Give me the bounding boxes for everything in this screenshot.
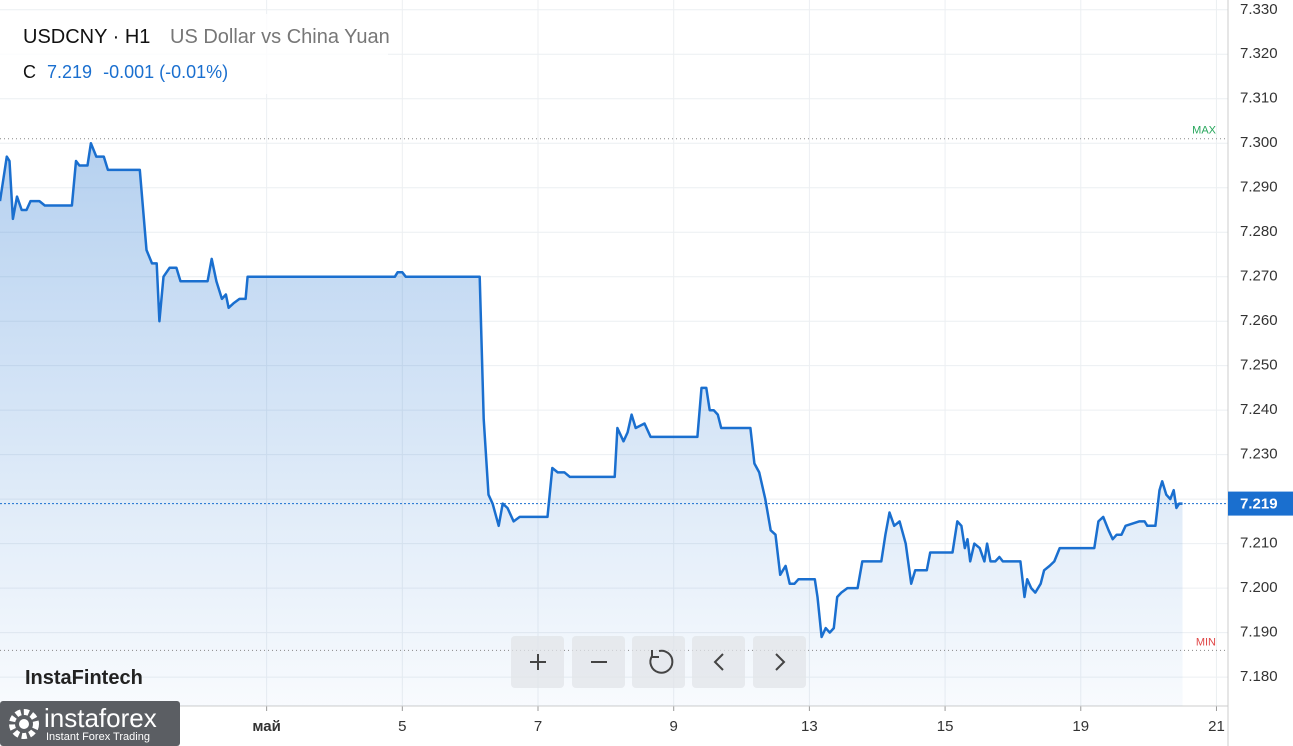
footer-logo: instaforex: [44, 703, 157, 733]
x-tick-label: май: [252, 718, 280, 735]
symbol: USDCNY · H1: [23, 26, 151, 48]
y-tick-label: 7.260: [1240, 312, 1278, 329]
y-tick-label: 7.240: [1240, 401, 1278, 418]
x-tick-label: 21: [1208, 718, 1225, 735]
x-tick-label: 19: [1072, 718, 1089, 735]
x-tick-label: 13: [801, 718, 818, 735]
x-tick-label: 15: [937, 718, 954, 735]
footer-logo-box: instaforex Instant Forex Trading: [0, 701, 180, 746]
zoom-in-button[interactable]: [511, 636, 564, 688]
y-tick-label: 7.300: [1240, 134, 1278, 151]
y-tick-label: 7.320: [1240, 45, 1278, 62]
footer-tagline: Instant Forex Trading: [46, 731, 150, 743]
x-tick-label: 9: [670, 718, 678, 735]
last-price-label: 7.219: [1240, 496, 1278, 513]
x-tick-label: 5: [398, 718, 406, 735]
max-label: MAX: [1192, 125, 1217, 137]
description: US Dollar vs China Yuan: [170, 26, 390, 48]
min-label: MIN: [1196, 636, 1216, 648]
y-tick-label: 7.210: [1240, 535, 1278, 552]
scroll-left-button[interactable]: [692, 636, 745, 688]
last-price-box: [1228, 491, 1293, 516]
y-tick-label: 7.200: [1240, 579, 1278, 596]
area: [0, 143, 1183, 706]
scroll-right-button[interactable]: [753, 636, 806, 688]
y-tick-label: 7.190: [1240, 624, 1278, 641]
zoom-out-button[interactable]: [572, 636, 625, 688]
close-value: 7.219: [47, 62, 93, 82]
price-line: [0, 141, 1183, 639]
x-tick-label: 7: [534, 718, 542, 735]
logo-icon: [9, 709, 39, 739]
logo: InstaFintech: [25, 667, 143, 689]
y-tick-label: 7.310: [1240, 90, 1278, 107]
reset-button[interactable]: [632, 636, 685, 688]
header-panel: USDCNY · H1 US Dollar vs China Yuan C 7.…: [0, 14, 390, 94]
change: -0.001 (-0.01%): [103, 62, 229, 82]
y-tick-label: 7.230: [1240, 446, 1278, 463]
y-tick-label: 7.250: [1240, 357, 1278, 374]
close-label: C: [23, 62, 36, 82]
y-tick-label: 7.270: [1240, 268, 1278, 285]
y-tick-label: 7.280: [1240, 223, 1278, 240]
y-tick-label: 7.290: [1240, 179, 1278, 196]
y-tick-label: 7.180: [1240, 668, 1278, 685]
y-tick-label: 7.330: [1240, 1, 1278, 18]
